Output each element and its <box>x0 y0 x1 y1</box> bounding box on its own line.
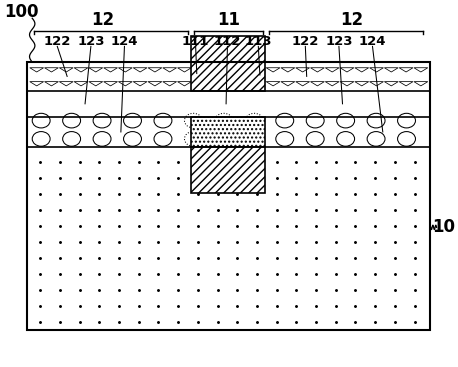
Bar <box>27 62 430 91</box>
Bar <box>191 117 265 147</box>
Text: 122: 122 <box>292 35 319 48</box>
Bar <box>27 91 430 117</box>
Text: 123: 123 <box>77 35 104 48</box>
Text: 124: 124 <box>111 35 138 48</box>
Text: 113: 113 <box>245 35 272 48</box>
Text: 122: 122 <box>44 35 71 48</box>
Text: 100: 100 <box>4 3 39 21</box>
Text: 123: 123 <box>325 35 353 48</box>
Bar <box>27 62 430 330</box>
Text: 12: 12 <box>340 11 363 29</box>
Bar <box>27 147 430 330</box>
Text: 11: 11 <box>217 11 240 29</box>
Bar <box>191 36 265 91</box>
Text: 10: 10 <box>433 218 456 236</box>
Text: 12: 12 <box>92 11 114 29</box>
Text: 112: 112 <box>214 35 241 48</box>
Bar <box>27 117 430 147</box>
Text: 111: 111 <box>182 35 209 48</box>
Bar <box>191 147 265 193</box>
Text: 124: 124 <box>359 35 386 48</box>
